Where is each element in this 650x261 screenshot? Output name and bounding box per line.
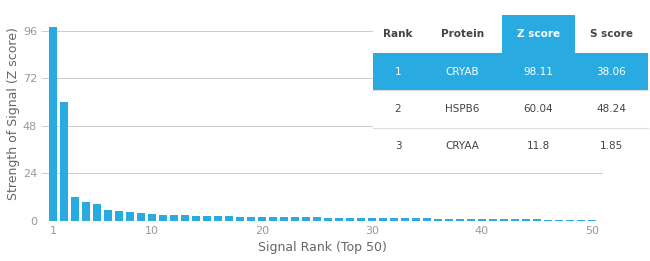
Bar (400, 218, 409, 221)
Bar (302, 217, 310, 221)
Bar (502, 90, 575, 128)
Text: 3: 3 (395, 141, 401, 151)
Bar (136, 213, 145, 221)
Text: HSPB6: HSPB6 (445, 104, 480, 114)
Text: 98.11: 98.11 (523, 67, 553, 76)
Bar (257, 217, 266, 221)
Bar (588, 220, 596, 221)
Bar (511, 219, 519, 221)
Bar (280, 217, 288, 221)
Bar (478, 219, 486, 221)
Bar (575, 53, 647, 90)
Bar (423, 90, 502, 128)
Text: CRYAA: CRYAA (446, 141, 480, 151)
Bar (502, 128, 575, 165)
Bar (423, 53, 502, 90)
Bar (373, 90, 423, 128)
Bar (532, 220, 541, 221)
Bar (422, 218, 431, 221)
Bar (373, 128, 423, 165)
Bar (423, 15, 502, 53)
Bar (456, 219, 464, 221)
Bar (357, 218, 365, 221)
Text: 1.85: 1.85 (599, 141, 623, 151)
Text: Rank: Rank (384, 29, 413, 39)
Bar (423, 128, 502, 165)
Bar (379, 218, 387, 221)
Bar (114, 211, 123, 221)
Text: 38.06: 38.06 (596, 67, 626, 76)
Text: Protein: Protein (441, 29, 484, 39)
Bar (346, 218, 354, 221)
Bar (373, 15, 423, 53)
Text: S score: S score (590, 29, 632, 39)
Bar (214, 216, 222, 221)
Bar (575, 15, 647, 53)
Text: CRYAB: CRYAB (446, 67, 479, 76)
Bar (104, 210, 112, 221)
Bar (170, 215, 178, 221)
Bar (93, 204, 101, 221)
Text: 2: 2 (395, 104, 401, 114)
Bar (500, 219, 508, 221)
Bar (181, 215, 189, 221)
Bar (554, 220, 563, 221)
Bar (373, 53, 423, 90)
Bar (577, 220, 585, 221)
Text: 48.24: 48.24 (596, 104, 626, 114)
Bar (368, 218, 376, 221)
Bar (335, 218, 343, 221)
Bar (467, 219, 475, 221)
Bar (566, 220, 574, 221)
Bar (489, 219, 497, 221)
Bar (445, 219, 453, 221)
Bar (313, 217, 321, 221)
Bar (502, 15, 575, 53)
Bar (575, 128, 647, 165)
Text: 60.04: 60.04 (523, 104, 553, 114)
Bar (291, 217, 299, 221)
Bar (159, 215, 167, 221)
Bar (575, 90, 647, 128)
X-axis label: Signal Rank (Top 50): Signal Rank (Top 50) (258, 241, 387, 254)
Bar (247, 217, 255, 221)
Bar (502, 53, 575, 90)
Bar (125, 212, 134, 221)
Bar (225, 216, 233, 221)
Bar (192, 216, 200, 221)
Bar (324, 218, 332, 221)
Y-axis label: Strength of Signal (Z score): Strength of Signal (Z score) (7, 27, 20, 200)
Bar (148, 214, 156, 221)
Bar (236, 217, 244, 221)
Text: 1: 1 (395, 67, 401, 76)
Bar (82, 202, 90, 221)
Bar (203, 216, 211, 221)
Bar (71, 197, 79, 221)
Bar (434, 218, 442, 221)
Bar (49, 27, 57, 221)
Bar (411, 218, 420, 221)
Bar (268, 217, 277, 221)
Bar (522, 219, 530, 221)
Text: Z score: Z score (517, 29, 560, 39)
Text: 11.8: 11.8 (526, 141, 550, 151)
Bar (60, 102, 68, 221)
Bar (389, 218, 398, 221)
Bar (543, 220, 552, 221)
